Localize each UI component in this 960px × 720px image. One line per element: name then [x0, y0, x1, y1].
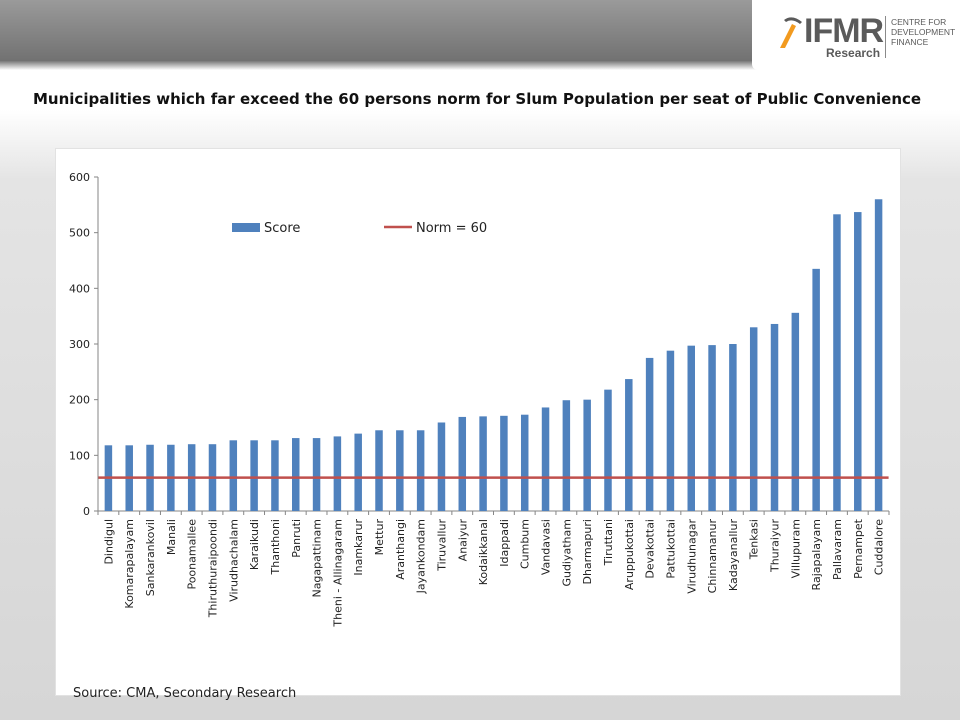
- x-tick-label: Sankarankovil: [144, 519, 157, 596]
- bar: [458, 416, 467, 511]
- bar: [229, 440, 238, 511]
- x-tick-label: Pernampet: [852, 518, 865, 579]
- bar: [312, 438, 321, 511]
- bar: [437, 422, 446, 511]
- x-tick-label: Cuddalore: [873, 519, 886, 575]
- x-tick-label: Inamkarur: [352, 519, 365, 576]
- logo-text: IFMR: [804, 12, 884, 50]
- y-tick-label: 100: [69, 449, 90, 462]
- x-tick-label: Dindigul: [102, 519, 115, 565]
- logo-divider: [885, 16, 886, 58]
- x-tick-label: Vandavasi: [540, 519, 553, 575]
- x-tick-label: Virudhachalam: [227, 519, 240, 602]
- page-title: Municipalities which far exceed the 60 p…: [33, 90, 922, 108]
- bar: [854, 212, 862, 511]
- x-tick-label: Komarapalayam: [123, 519, 136, 609]
- chart-panel: 0 100 200 300 400 500 600 Dindigul Komarapalayam…: [55, 148, 901, 696]
- bar: [625, 379, 633, 511]
- x-tick-label: Jayankondam: [415, 519, 428, 594]
- x-tick-label: Kodaikkanal: [477, 519, 490, 585]
- logo-centre-line: FINANCE: [891, 37, 929, 47]
- source-note: Source: CMA, Secondary Research: [73, 686, 297, 701]
- bar: [666, 350, 675, 511]
- bar: [375, 430, 383, 511]
- x-tick-label: Nagapattinam: [311, 519, 324, 598]
- x-tick-label: Idappadi: [498, 519, 511, 567]
- x-tick-label: Mettur: [373, 519, 386, 556]
- x-tick-label: Aranthangi: [394, 519, 407, 580]
- x-tick-label: Panruti: [290, 519, 303, 558]
- x-tick-label: Poonamallee: [186, 519, 199, 590]
- bar: [687, 345, 695, 511]
- bar: [729, 344, 737, 511]
- logo-centre-line: DEVELOPMENT: [891, 27, 956, 37]
- x-tick-label: Cumbum: [519, 519, 532, 569]
- chart-legend: Score Norm = 60: [232, 221, 487, 236]
- x-tick-label: Karaikudi: [248, 519, 261, 570]
- bar: [770, 323, 779, 511]
- bar: [292, 438, 300, 511]
- logo-pickaxe-icon: [780, 17, 802, 48]
- bar: [604, 389, 612, 511]
- bar: [416, 430, 425, 511]
- x-tick-label: Anaiyur: [456, 519, 469, 562]
- bar: [541, 407, 550, 511]
- x-tick-label: Manali: [165, 519, 178, 555]
- x-tick-label: Theni - Allinagaram: [331, 519, 344, 628]
- bar: [749, 327, 758, 511]
- x-tick-label: Chinnamanur: [706, 519, 719, 594]
- ifmr-logo: IFMR Research CENTRE FOR DEVELOPMENT FIN…: [752, 0, 960, 70]
- x-tick-label: Thiruthuraipoondi: [206, 519, 219, 618]
- x-tick-label: Tiruvallur: [435, 519, 448, 572]
- logo-subtext: Research: [826, 46, 881, 60]
- x-tick-label: Pallavaram: [831, 519, 844, 580]
- y-tick-label: 300: [69, 338, 90, 351]
- bar: [791, 312, 800, 511]
- x-tick-label: Pattukottai: [664, 519, 677, 579]
- y-tick-label: 200: [69, 394, 90, 407]
- x-tick-label: Gudiyatham: [560, 519, 573, 587]
- x-tick-label: Tenkasi: [748, 519, 761, 560]
- bar: [333, 436, 342, 511]
- bar: [833, 214, 841, 511]
- bar: [354, 433, 362, 511]
- bar: [583, 399, 591, 511]
- x-tick-label: Dharmapuri: [581, 519, 594, 585]
- bar: [874, 199, 883, 511]
- bar: [500, 415, 508, 511]
- x-tick-label: Kadayanallur: [727, 519, 740, 592]
- legend-label-score: Score: [264, 221, 300, 236]
- bar: [708, 345, 716, 511]
- legend-swatch-score: [232, 223, 260, 232]
- bar: [562, 400, 571, 511]
- bar: [271, 440, 279, 511]
- x-tick-label: Aruppukottai: [623, 519, 636, 590]
- bar: [645, 357, 654, 511]
- bar-chart: 0 100 200 300 400 500 600 Dindigul Komarapalayam…: [69, 171, 890, 628]
- bar: [520, 414, 529, 511]
- y-tick-label: 500: [69, 227, 90, 240]
- bar: [396, 430, 404, 511]
- bar: [812, 268, 820, 511]
- x-tick-label: Thuraiyur: [769, 519, 782, 573]
- logo-centre-text: CENTRE FOR DEVELOPMENT FINANCE: [891, 17, 955, 47]
- x-tick-label: Virudhunagar: [685, 519, 698, 594]
- logo-centre-line: CENTRE FOR: [891, 17, 947, 27]
- y-tick-label: 600: [69, 171, 90, 184]
- x-tick-label: Rajapalayam: [810, 519, 823, 590]
- bar: [479, 416, 487, 511]
- x-tick-label: Villupuram: [789, 519, 802, 578]
- x-tick-label: Tiruttani: [602, 519, 615, 566]
- bar: [250, 440, 258, 511]
- legend-label-norm: Norm = 60: [416, 221, 487, 236]
- y-tick-label: 400: [69, 282, 90, 295]
- top-banner-shadow: [0, 60, 960, 70]
- x-tick-label: Thanthoni: [269, 519, 282, 575]
- x-tick-label: Devakottai: [644, 519, 657, 579]
- y-tick-label: 0: [83, 505, 90, 518]
